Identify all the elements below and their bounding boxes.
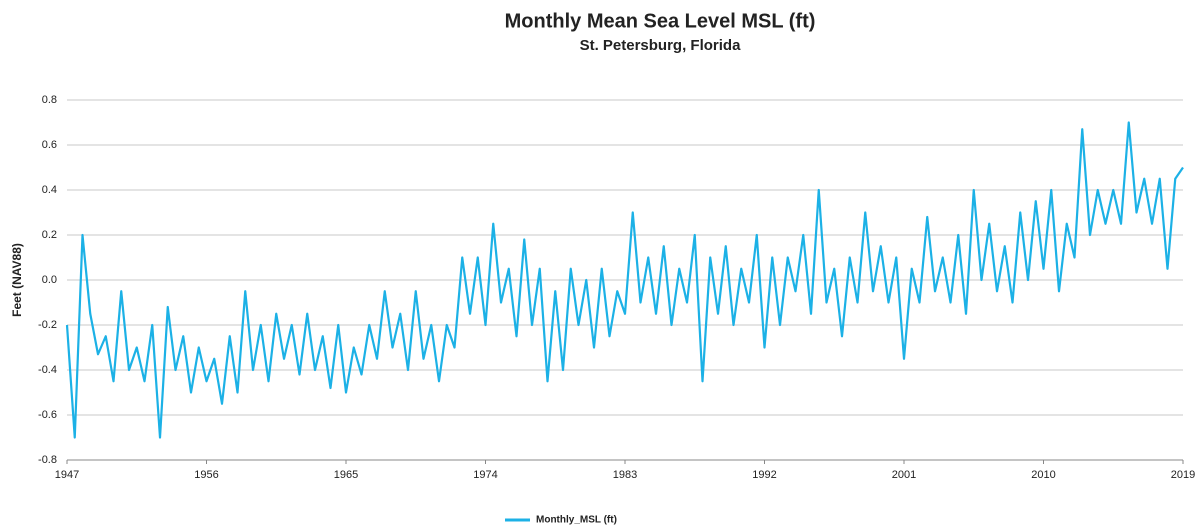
x-tick-label: 1992: [752, 469, 776, 481]
y-tick-label: 0.8: [42, 94, 57, 106]
y-tick-label: -0.6: [38, 409, 57, 421]
x-tick-label: 1974: [473, 469, 497, 481]
series-line: [65, 121, 1184, 439]
chart-subtitle: St. Petersburg, Florida: [580, 37, 742, 54]
x-tick-label: 1947: [55, 469, 79, 481]
y-axis-title: Feet (NAV88): [10, 243, 24, 317]
x-tick-label: 1983: [613, 469, 637, 481]
y-tick-label: 0.0: [42, 274, 57, 286]
y-tick-label: 0.4: [42, 184, 57, 196]
legend-label: Monthly_MSL (ft): [536, 515, 617, 526]
x-tick-label: 1956: [194, 469, 218, 481]
y-tick-label: 0.2: [42, 229, 57, 241]
x-tick-label: 2001: [892, 469, 916, 481]
x-tick-label: 1965: [334, 469, 358, 481]
chart-title: Monthly Mean Sea Level MSL (ft): [505, 10, 816, 32]
x-tick-label: 2010: [1031, 469, 1055, 481]
x-tick-label: 2019: [1171, 469, 1195, 481]
y-tick-label: -0.2: [38, 319, 57, 331]
y-tick-label: -0.4: [38, 364, 57, 376]
y-tick-label: 0.6: [42, 139, 57, 151]
y-tick-label: -0.8: [38, 454, 57, 466]
